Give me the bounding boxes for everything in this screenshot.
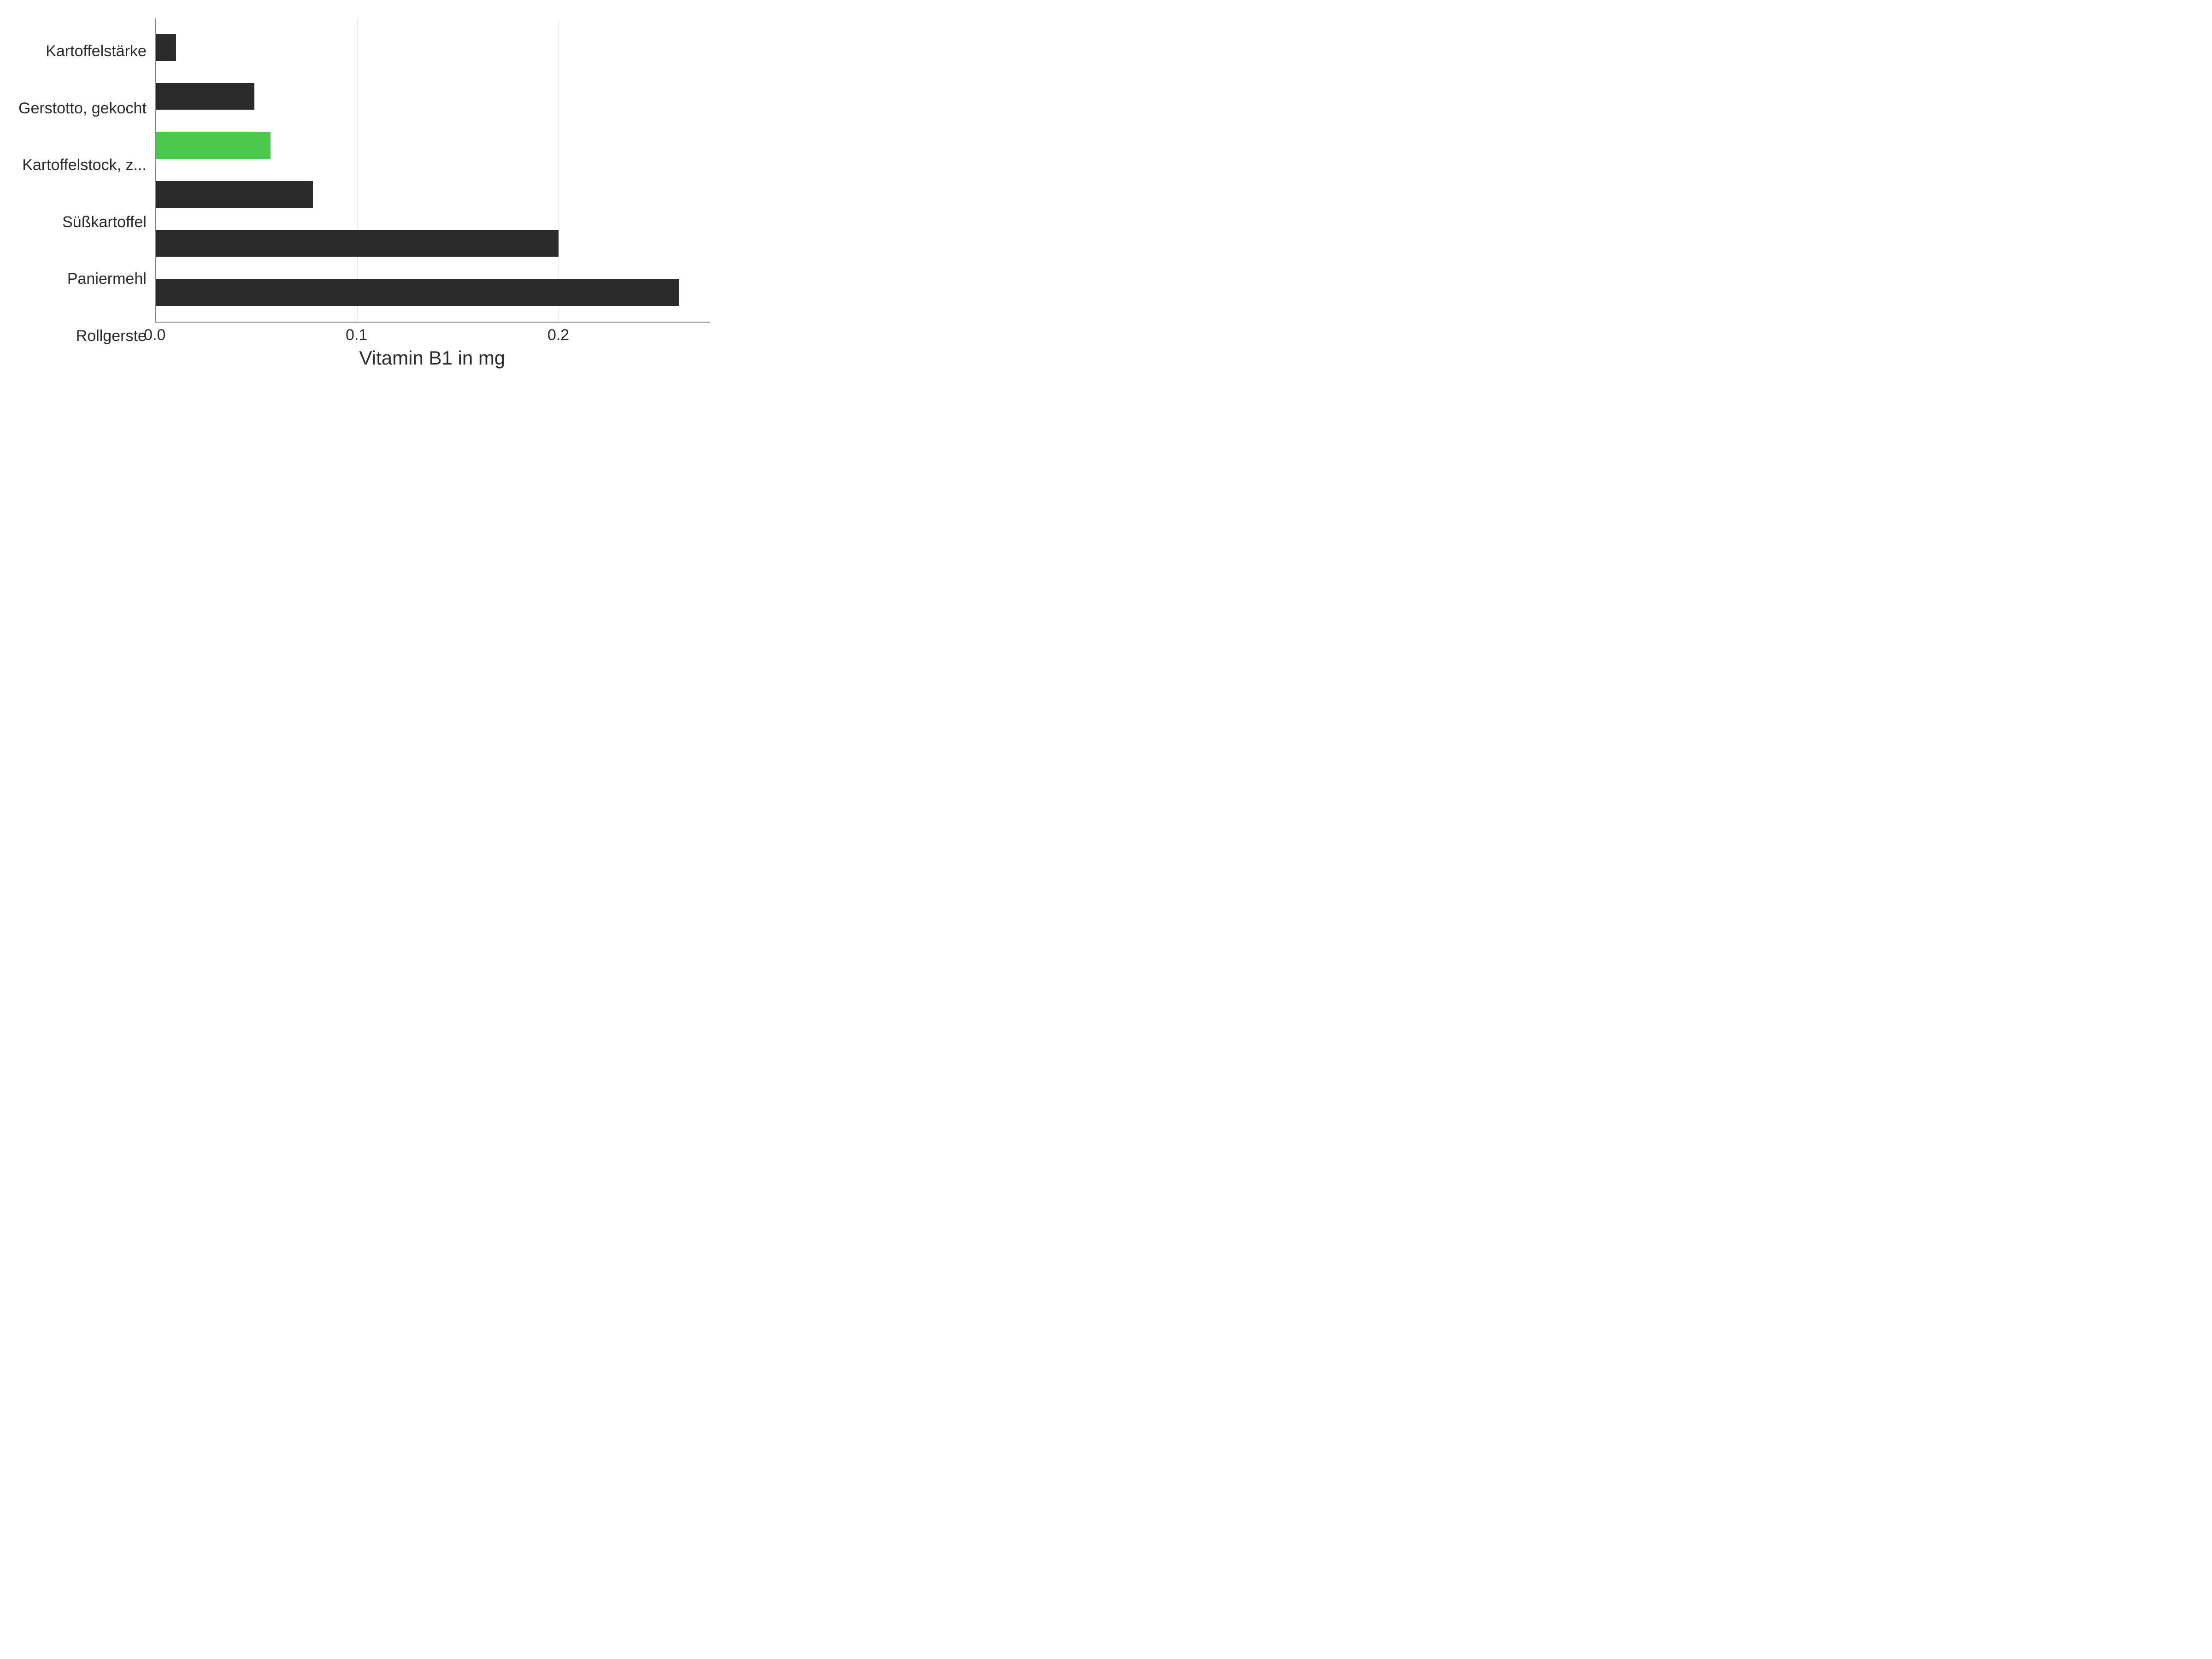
y-axis-labels: Kartoffelstärke Gerstotto, gekocht Kartoff… bbox=[18, 18, 155, 369]
bars bbox=[156, 23, 710, 317]
bar bbox=[156, 181, 313, 208]
x-axis-tick: 0.1 bbox=[346, 326, 367, 344]
bar-row bbox=[156, 123, 710, 169]
x-axis-tick: 0.2 bbox=[547, 326, 569, 344]
bar bbox=[156, 83, 254, 110]
bar bbox=[156, 230, 559, 257]
x-axis-tick: 0.0 bbox=[144, 326, 165, 344]
vitamin-b1-chart: Kartoffelstärke Gerstotto, gekocht Kartoff… bbox=[18, 18, 710, 369]
y-axis-label: Kartoffelstock, z... bbox=[18, 142, 147, 188]
bar-row bbox=[156, 270, 710, 316]
chart-body: Kartoffelstärke Gerstotto, gekocht Kartoff… bbox=[18, 18, 710, 369]
bar bbox=[156, 34, 176, 61]
plot-area bbox=[155, 18, 710, 323]
bar-row bbox=[156, 24, 710, 71]
y-axis-label: Rollgerste bbox=[18, 313, 147, 359]
y-axis-label: Gerstotto, gekocht bbox=[18, 85, 147, 131]
bar-row bbox=[156, 171, 710, 218]
bar bbox=[156, 279, 680, 306]
bar-row bbox=[156, 220, 710, 266]
y-axis-label: Süßkartoffel bbox=[18, 199, 147, 245]
bar-row bbox=[156, 73, 710, 119]
plot-container: 0.00.10.2 Vitamin B1 in mg bbox=[155, 18, 710, 369]
x-axis: 0.00.10.2 bbox=[155, 323, 710, 343]
x-axis-title: Vitamin B1 in mg bbox=[155, 347, 710, 369]
y-axis-label: Paniermehl bbox=[18, 256, 147, 302]
bar bbox=[156, 132, 271, 159]
y-axis-label: Kartoffelstärke bbox=[18, 29, 147, 75]
